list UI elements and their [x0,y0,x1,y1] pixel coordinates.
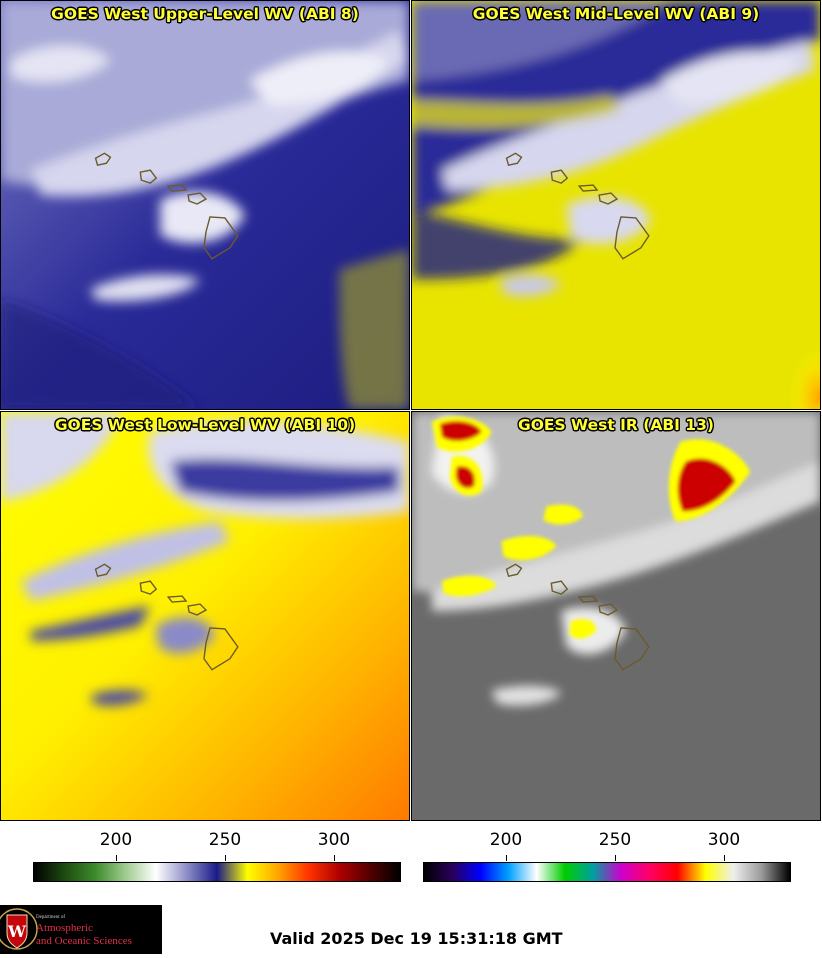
svg-text:and Oceanic Sciences: and Oceanic Sciences [36,935,132,947]
colorbar-left-tick-250: 250 [208,830,242,850]
panel-title: GOES West IR (ABI 13) [518,416,714,434]
aos-logo: W Department of Atmospheric and Oceanic … [0,905,162,954]
low-level-wv-image [1,412,409,820]
colorbar-left-tick-mark [116,855,117,861]
valid-time-label: Valid 2025 Dec 19 15:31:18 GMT [270,929,563,948]
colorbar-right-tick-250: 250 [598,830,632,850]
svg-text:Department of: Department of [36,915,65,920]
svg-text:Atmospheric: Atmospheric [36,922,93,934]
colorbar-right-tick-mark [724,855,725,861]
ir-image [412,412,820,820]
colorbar-right-tick-mark [615,855,616,861]
colorbar-right-tick-mark [506,855,507,861]
colorbar-right-tick-200: 200 [489,830,523,850]
colorbar-right-gradient [423,862,791,882]
colorbar-left-gradient [33,862,401,882]
upper-level-wv-image [1,1,409,409]
panel-ir: GOES West IR (ABI 13) [411,411,821,821]
panel-upper-level-wv: GOES West Upper-Level WV (ABI 8) [0,0,410,410]
colorbar-left-tick-mark [225,855,226,861]
panel-title: GOES West Mid-Level WV (ABI 9) [472,5,760,23]
panel-low-level-wv: GOES West Low-Level WV (ABI 10) [0,411,410,821]
mid-level-wv-image [412,1,820,409]
crest-letter: W [7,922,27,941]
uw-crest-icon: W Department of Atmospheric and Oceanic … [0,908,132,950]
colorbar-left-tick-mark [334,855,335,861]
panel-mid-level-wv: GOES West Mid-Level WV (ABI 9) [411,0,821,410]
colorbar-right-tick-300: 300 [707,830,741,850]
panel-title: GOES West Upper-Level WV (ABI 8) [51,5,359,23]
colorbar-left-tick-200: 200 [99,830,133,850]
panel-title: GOES West Low-Level WV (ABI 10) [54,416,356,434]
colorbar-left-tick-300: 300 [317,830,351,850]
